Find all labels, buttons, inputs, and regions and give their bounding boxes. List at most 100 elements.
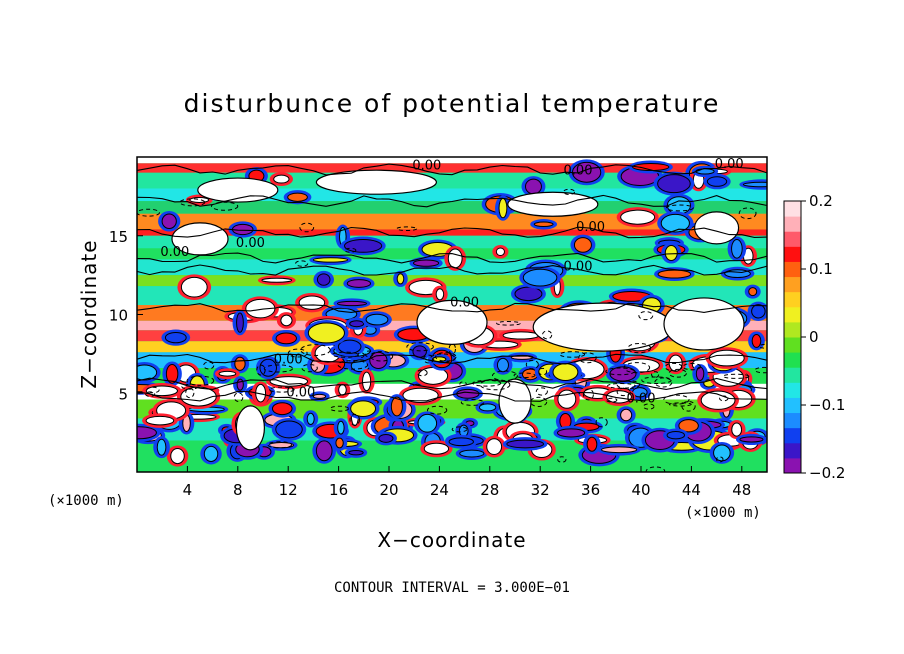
- contour-line: [137, 390, 767, 402]
- x-axis-label: X−coordinate: [377, 528, 526, 552]
- field-blob: [506, 439, 545, 449]
- field-blob: [236, 312, 244, 333]
- field-blob: [448, 437, 474, 447]
- field-blob: [145, 415, 175, 426]
- contour-line-negative: [448, 343, 456, 355]
- contour-line-negative: [595, 417, 608, 428]
- contour-line-negative: [460, 399, 485, 406]
- x-tick-label: 12: [279, 481, 298, 499]
- field-blob: [402, 387, 439, 404]
- contour-line-negative: [268, 386, 295, 393]
- field-blob: [751, 333, 762, 348]
- plot-area: 0.00 0.00 0.00 0.00 0.00 0.00 0.00 0.00 0.00 0.00…: [137, 157, 767, 472]
- field-blob: [486, 438, 503, 456]
- y-tick-label: 5: [118, 385, 128, 403]
- contour-line-negative: [300, 344, 331, 356]
- contour-line-negative: [416, 369, 428, 377]
- contour-line-negative: [295, 260, 309, 267]
- contour-line-negative: [664, 362, 683, 372]
- field-blob: [261, 277, 293, 283]
- contour-line-negative: [459, 381, 467, 387]
- contour-line: [137, 302, 767, 313]
- field-blob: [337, 420, 345, 435]
- contour-line-negative: [344, 247, 357, 253]
- field-blob: [315, 169, 437, 195]
- contour-line-negative: [542, 330, 553, 340]
- field-blob: [156, 438, 167, 456]
- field-blob: [236, 378, 244, 391]
- contour-line-negative: [267, 441, 293, 449]
- contour-label: 0.00: [286, 385, 315, 400]
- contour-line-negative: [607, 383, 636, 389]
- colorbar-swatch: [784, 261, 801, 278]
- field-blob: [586, 436, 598, 452]
- contour-line-negative: [557, 456, 567, 463]
- contour-line-negative: [423, 354, 435, 364]
- contour-label: 0.00: [160, 245, 189, 260]
- chart-title: disturbunce of potential temperature: [184, 89, 721, 118]
- field-band: [137, 399, 767, 419]
- field-blob: [235, 405, 265, 451]
- contour-line-negative: [329, 405, 350, 412]
- field-blob: [435, 288, 445, 301]
- contour-line-negative: [331, 351, 360, 358]
- field-blob: [161, 213, 177, 230]
- field-blob: [412, 259, 440, 267]
- contour-line-negative: [627, 342, 652, 354]
- contour-line-negative: [535, 387, 548, 396]
- colorbar-swatch: [784, 276, 801, 293]
- colorbar-swatch: [784, 246, 801, 262]
- x-tick-label: 48: [732, 481, 751, 499]
- field-blob: [751, 304, 766, 319]
- colorbar-swatch: [784, 457, 801, 474]
- field-blob: [533, 221, 554, 227]
- contour-line-negative: [396, 226, 418, 232]
- contour-line-negative: [754, 366, 767, 374]
- contour-label: 0.00: [576, 220, 605, 235]
- contour-label: 0.00: [627, 392, 656, 407]
- field-blob: [271, 402, 293, 416]
- field-blob: [695, 366, 705, 381]
- field-blob: [459, 449, 485, 458]
- contour-line-negative: [179, 198, 206, 207]
- field-band: [137, 201, 767, 214]
- field-blob: [275, 420, 303, 439]
- field-blob: [180, 276, 208, 298]
- field-blob: [298, 295, 326, 310]
- field-blob: [731, 422, 743, 437]
- contour-label: 0.00: [450, 296, 479, 311]
- contour-line-negative: [451, 426, 468, 433]
- field-blob: [708, 349, 745, 367]
- contour-line-negative: [606, 397, 618, 403]
- x-tick-label: 4: [183, 481, 193, 499]
- contour-line: [137, 163, 767, 176]
- field-blob: [666, 430, 685, 440]
- field-blob: [514, 286, 543, 302]
- contour-line-negative: [559, 351, 586, 358]
- contour-line-negative: [738, 207, 757, 220]
- field-blob: [137, 364, 158, 381]
- field-blob: [268, 442, 295, 449]
- field-blob: [498, 198, 508, 219]
- field-blob: [713, 444, 731, 462]
- contour-line: [137, 377, 767, 390]
- contour-label: 0.00: [274, 352, 303, 367]
- contour-line-negative: [426, 405, 448, 415]
- colorbar-swatch: [784, 352, 801, 368]
- field-blob: [280, 314, 293, 327]
- field-blob: [346, 279, 372, 288]
- contour-line-negative: [369, 350, 394, 362]
- field-blob: [203, 445, 219, 462]
- y-tick-label: 10: [109, 307, 128, 325]
- field-blob: [189, 197, 210, 203]
- field-blob: [306, 412, 315, 425]
- colorbar-swatch: [784, 321, 801, 338]
- contour-line-negative: [651, 371, 660, 379]
- field-blobs: [137, 159, 767, 467]
- contour-line-negative: [479, 379, 511, 391]
- field-blob: [556, 428, 586, 438]
- field-blob: [344, 239, 383, 253]
- colorbar-tick-label: −0.2: [809, 464, 845, 482]
- colorbar-tick-label: 0.1: [809, 260, 833, 278]
- field-blob: [137, 426, 157, 440]
